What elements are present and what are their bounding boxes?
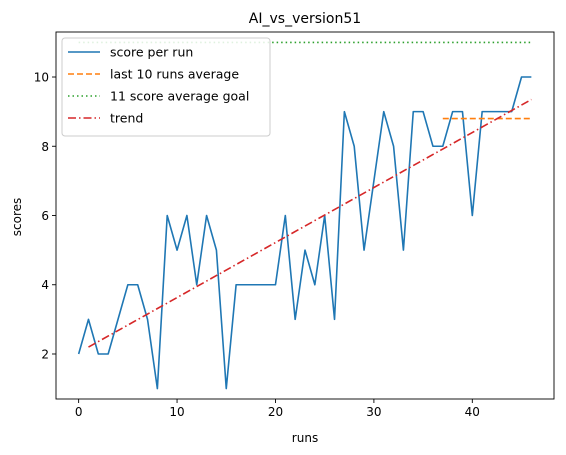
series-line-0 <box>77 76 532 390</box>
y-tick-label: 10 <box>34 71 49 85</box>
y-tick-label: 2 <box>41 347 49 361</box>
x-tick-label: 20 <box>268 405 283 419</box>
legend-label-3: trend <box>110 111 143 126</box>
x-axis-label: runs <box>292 431 318 445</box>
series-line-3 <box>88 98 532 348</box>
y-tick-label: 4 <box>41 278 49 292</box>
legend-label-0: score per run <box>110 45 193 60</box>
x-axis: 0 10 20 30 40 <box>75 399 480 419</box>
chart-title: AI_vs_version51 <box>249 11 361 27</box>
x-tick-label: 0 <box>75 405 83 419</box>
legend-box <box>61 37 271 137</box>
legend-label-2: 11 score average goal <box>110 89 249 104</box>
y-axis-label: scores <box>10 198 24 237</box>
x-tick-label: 30 <box>366 405 381 419</box>
legend-label-1: last 10 runs average <box>110 67 239 82</box>
y-tick-label: 8 <box>41 140 49 154</box>
y-tick-label: 6 <box>41 209 49 223</box>
x-tick-label: 40 <box>465 405 480 419</box>
y-axis: 2 4 6 8 10 <box>34 71 56 361</box>
x-tick-label: 10 <box>169 405 184 419</box>
legend: score per run last 10 runs average 11 scor… <box>61 37 271 137</box>
